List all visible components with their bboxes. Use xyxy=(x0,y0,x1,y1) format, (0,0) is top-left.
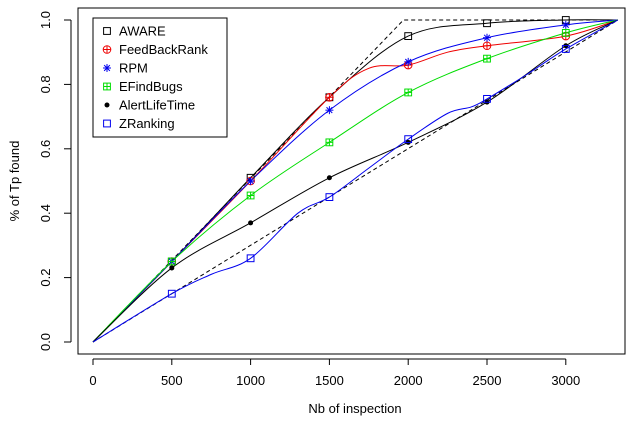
point-aware-4 xyxy=(404,32,413,41)
point-efindbugs-2 xyxy=(246,191,255,200)
legend-label-rpm: RPM xyxy=(119,61,148,76)
point-rpm-2 xyxy=(246,177,255,185)
marker-dot xyxy=(104,102,110,108)
x-tick-label-0: 0 xyxy=(89,373,96,388)
marker-square xyxy=(103,27,111,35)
point-zranking-6 xyxy=(561,45,570,53)
legend-label-feedbackrank: FeedBackRank xyxy=(119,42,208,57)
marker-asterisk-d2 xyxy=(483,34,491,41)
x-tick-label-500: 500 xyxy=(161,373,183,388)
point-rpm-6 xyxy=(561,20,570,29)
marker-square xyxy=(483,94,491,103)
point-alertlifetime-1 xyxy=(169,265,175,271)
legend-label-alertlifetime: AlertLifeTime xyxy=(119,98,195,113)
x-tick-label-1000: 1000 xyxy=(236,373,265,388)
point-feedbackrank-5 xyxy=(482,41,492,51)
reference-line-2 xyxy=(92,19,619,343)
y-tick-label-4: 0.8 xyxy=(38,75,53,93)
legend-marker-efindbugs xyxy=(103,82,111,91)
marker-asterisk-d2 xyxy=(326,106,333,114)
y-axis: 0.0 0.2 0.4 0.6 0.8 1.0 xyxy=(38,11,72,351)
marker-circle xyxy=(482,41,492,51)
legend-marker-aware xyxy=(103,27,111,35)
marker-square xyxy=(167,289,176,298)
marker-square xyxy=(103,119,111,128)
x-axis: 0 500 1000 1500 2000 2500 3000 xyxy=(89,358,580,388)
series-markers xyxy=(167,16,571,298)
x-tick-label-2000: 2000 xyxy=(394,373,423,388)
y-tick-label-3: 0.6 xyxy=(38,140,53,158)
legend-box xyxy=(92,17,228,138)
legend: AWARE FeedBackRank RPM EFindBugs AlertLifeTi… xyxy=(92,17,228,138)
point-alertlifetime-3 xyxy=(326,175,332,181)
x-tick-label-3000: 3000 xyxy=(551,373,580,388)
point-zranking-5 xyxy=(483,94,491,103)
marker-asterisk-d2 xyxy=(103,64,111,72)
point-zranking-2 xyxy=(246,254,255,263)
point-rpm-5 xyxy=(483,33,491,42)
marker-asterisk-d2 xyxy=(404,58,412,66)
marker-asterisk-d2 xyxy=(562,21,570,29)
plot-box xyxy=(77,7,626,355)
legend-marker-feedbackrank xyxy=(102,45,112,54)
x-axis-label: Nb of inspection xyxy=(308,401,401,416)
y-tick-label-2: 0.4 xyxy=(38,204,53,222)
legend-marker-alertlifetime xyxy=(104,102,110,108)
legend-marker-rpm xyxy=(103,64,111,72)
marker-square xyxy=(404,135,413,144)
point-zranking-4 xyxy=(404,135,413,144)
y-axis-label: % of Tp found xyxy=(7,141,22,222)
y-tick-label-1: 0.2 xyxy=(38,269,53,287)
point-efindbugs-5 xyxy=(483,54,491,63)
point-efindbugs-1 xyxy=(167,257,176,266)
marker-circle xyxy=(325,92,334,102)
x-tick-label-2500: 2500 xyxy=(473,373,502,388)
legend-marker-zranking xyxy=(103,119,111,128)
point-zranking-1 xyxy=(167,289,176,298)
marker-square xyxy=(561,45,570,53)
point-zranking-3 xyxy=(325,193,334,201)
point-efindbugs-3 xyxy=(325,138,334,147)
x-tick-label-1500: 1500 xyxy=(315,373,344,388)
point-rpm-4 xyxy=(404,57,413,66)
point-efindbugs-6 xyxy=(561,28,570,37)
series-line-zranking xyxy=(92,19,619,343)
point-efindbugs-4 xyxy=(404,88,413,97)
legend-label-aware: AWARE xyxy=(119,24,166,39)
marker-square xyxy=(404,32,413,41)
marker-asterisk-d2 xyxy=(247,177,254,185)
marker-dot xyxy=(326,175,332,181)
y-tick-label-5: 1.0 xyxy=(38,11,53,29)
marker-circle xyxy=(102,45,112,54)
point-aware-5 xyxy=(483,19,491,28)
marker-dot xyxy=(248,220,254,226)
legend-label-zranking: ZRanking xyxy=(119,116,175,131)
marker-square xyxy=(325,193,334,201)
legend-label-efindbugs: EFindBugs xyxy=(119,79,183,94)
point-feedbackrank-3 xyxy=(325,92,334,102)
marker-dot xyxy=(169,265,175,271)
marker-square xyxy=(246,254,255,263)
point-rpm-3 xyxy=(325,106,334,115)
marker-square xyxy=(483,19,491,28)
y-tick-label-0: 0.0 xyxy=(38,333,53,351)
point-alertlifetime-2 xyxy=(248,220,254,226)
